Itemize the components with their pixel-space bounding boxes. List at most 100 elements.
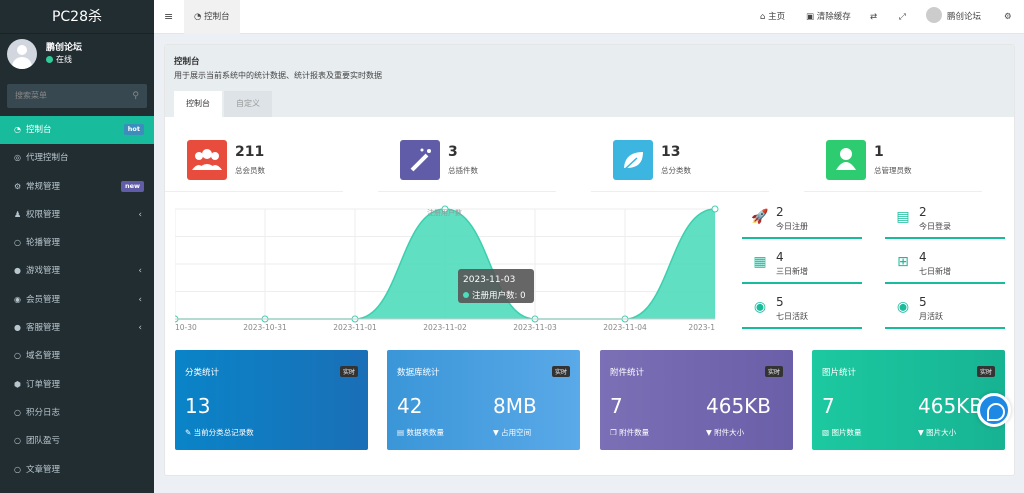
- stat-label: 总管理员数: [874, 166, 912, 175]
- series-area: [175, 209, 715, 319]
- clear-cache-label: 清除缓存: [816, 12, 851, 22]
- avatar: [7, 39, 37, 69]
- legend-label: 注册用户数: [427, 208, 462, 217]
- chart-tooltip: [458, 269, 534, 303]
- rstat-label: 七日新增: [919, 267, 951, 276]
- sidebar-item-label: 控制台: [26, 125, 52, 135]
- registration-chart[interactable]: 10-30 2023-10-31 2023-11-01 2023-11-02 2023-…: [175, 205, 720, 335]
- new-badge: new: [120, 180, 144, 192]
- stat-members: 211 总会员数: [165, 140, 343, 192]
- stat-plugins: 3 总插件数: [378, 140, 556, 192]
- rstat-value: 5: [776, 295, 784, 309]
- stat-value: 3: [448, 144, 458, 160]
- clear-cache-button[interactable]: ▣ 清除缓存: [806, 0, 851, 34]
- sidebar-item-article[interactable]: ○ 文章管理: [0, 456, 154, 484]
- stat-seven-day-new: ⊞ 4 七日新增: [885, 250, 1005, 284]
- main-content: 控制台 用于展示当前系统中的统计数据、统计报表及重要实时数据 控制台 自定义 21…: [164, 44, 1015, 476]
- chevron-left-icon: ‹: [138, 294, 142, 305]
- circle-icon: ○: [14, 407, 21, 417]
- sidebar-item-domain[interactable]: ○ 域名管理: [0, 342, 154, 370]
- sidebar: PC28杀 鹏创论坛 在线 搜索菜单 ⚲ ◔ 控制台 hot ◎ 代理控制台 ⚙ 常规管理…: [0, 0, 154, 493]
- sidebar-item-label: 订单管理: [26, 379, 61, 390]
- card-image-stats: 图片统计 实时 7 465KB ▧ 图片数量 ▼ 图片大小: [812, 350, 1005, 450]
- card-label-secondary: ▼ 占用空间: [493, 427, 531, 438]
- card-value: 42: [397, 394, 423, 418]
- circle-icon: ○: [14, 238, 21, 248]
- data-point: [441, 205, 449, 213]
- card-label-text: 数据表数量: [406, 428, 444, 437]
- chevron-left-icon: ‹: [138, 323, 142, 334]
- sidebar-item-label: 常规管理: [26, 181, 61, 192]
- dashboard-icon: ◔: [194, 12, 205, 22]
- tab-dashboard[interactable]: ◔ 控制台: [184, 0, 240, 34]
- calendar-plus-icon: ⊞: [897, 254, 909, 270]
- fullscreen-icon[interactable]: ⤢: [899, 12, 906, 22]
- sidebar-item-dashboard[interactable]: ◔ 控制台 hot: [0, 116, 154, 145]
- rstat-value: 2: [919, 205, 927, 219]
- filter-icon: ▼: [706, 428, 715, 437]
- sidebar-item-label: 轮播管理: [26, 238, 61, 249]
- group-icon: ♟: [14, 209, 22, 219]
- x-tick-label: 2023-11-04: [603, 323, 647, 332]
- chat-button-icon[interactable]: [977, 393, 1011, 427]
- card-label-text: 占用空间: [501, 428, 532, 437]
- card-database-stats: 数据库统计 实时 42 8MB ▤ 数据表数量 ▼ 占用空间: [387, 350, 580, 450]
- card-value: 13: [185, 394, 211, 418]
- sidebar-item-member[interactable]: ◉ 会员管理 ‹: [0, 286, 154, 314]
- realtime-badge: 实时: [339, 366, 358, 377]
- sidebar-item-game[interactable]: ● 游戏管理 ‹: [0, 257, 154, 285]
- menu-toggle-icon[interactable]: ≡: [164, 10, 174, 23]
- stat-label: 总会员数: [235, 166, 265, 175]
- user-menu[interactable]: 鹏创论坛: [926, 0, 981, 34]
- sidebar-item-service[interactable]: ● 客服管理 ‹: [0, 314, 154, 342]
- search-icon[interactable]: ⚲: [132, 91, 139, 101]
- home-icon: ⌂: [760, 12, 769, 22]
- user-status: 在线: [46, 54, 72, 65]
- sidebar-item-order[interactable]: ⬢ 订单管理: [0, 371, 154, 399]
- tab-custom[interactable]: 自定义: [224, 91, 272, 117]
- page-description: 用于展示当前系统中的统计数据、统计报表及重要实时数据: [174, 71, 382, 80]
- sidebar-item-team-profit[interactable]: ○ 团队盈亏: [0, 427, 154, 455]
- card-title: 分类统计: [185, 368, 220, 378]
- user-circle-icon: ◉: [896, 299, 910, 315]
- trash-icon: ▣: [806, 12, 817, 22]
- search-input[interactable]: 搜索菜单 ⚲: [7, 84, 147, 108]
- realtime-badge: 实时: [551, 366, 570, 377]
- sidebar-item-points-log[interactable]: ○ 积分日志: [0, 399, 154, 427]
- card-label-text: 当前分类总记录数: [193, 428, 254, 437]
- cogs-icon: ⚙: [14, 181, 22, 191]
- sidebar-item-carousel[interactable]: ○ 轮播管理: [0, 229, 154, 257]
- circle-icon: ○: [14, 436, 21, 446]
- tooltip-value: 注册用户数: 0: [472, 290, 525, 301]
- tab-dashboard[interactable]: 控制台: [174, 91, 222, 117]
- stat-admins: 1 总管理员数: [804, 140, 982, 192]
- settings-icon[interactable]: ⚙: [1004, 12, 1012, 22]
- database-icon: ▤: [397, 428, 407, 437]
- language-icon[interactable]: ⇄: [870, 12, 878, 22]
- sidebar-item-label: 团队盈亏: [26, 436, 61, 447]
- circle-icon: ○: [14, 464, 21, 474]
- card-label: ▤ 数据表数量: [397, 427, 444, 438]
- user-panel: 鹏创论坛 在线: [0, 38, 154, 80]
- sidebar-menu: ◔ 控制台 hot ◎ 代理控制台 ⚙ 常规管理 new ♟ 权限管理 ‹ ○ 轮播管理 ● 游戏…: [0, 116, 154, 484]
- search-placeholder: 搜索菜单: [15, 91, 47, 100]
- card-label: ✎ 当前分类总记录数: [185, 427, 254, 438]
- online-dot-icon: [46, 56, 53, 63]
- data-point: [711, 205, 719, 213]
- app-title[interactable]: PC28杀: [0, 0, 154, 34]
- card-label-secondary: ▼ 附件大小: [706, 427, 744, 438]
- stat-value: 13: [661, 144, 681, 160]
- hot-badge: hot: [123, 124, 144, 135]
- tab-label: 控制台: [204, 12, 230, 22]
- card-value-secondary: 465KB: [918, 394, 984, 418]
- sidebar-item-permission[interactable]: ♟ 权限管理 ‹: [0, 201, 154, 229]
- sidebar-item-agent-dashboard[interactable]: ◎ 代理控制台: [0, 144, 154, 172]
- stat-label: 总插件数: [448, 166, 478, 175]
- sidebar-item-general[interactable]: ⚙ 常规管理 new: [0, 173, 154, 201]
- card-label-text: 附件数量: [619, 428, 650, 437]
- avatar: [926, 7, 942, 23]
- card-title: 附件统计: [610, 368, 645, 378]
- stat-value: 211: [235, 144, 265, 160]
- home-link[interactable]: ⌂ 主页: [760, 0, 785, 34]
- card-value-secondary: 465KB: [706, 394, 772, 418]
